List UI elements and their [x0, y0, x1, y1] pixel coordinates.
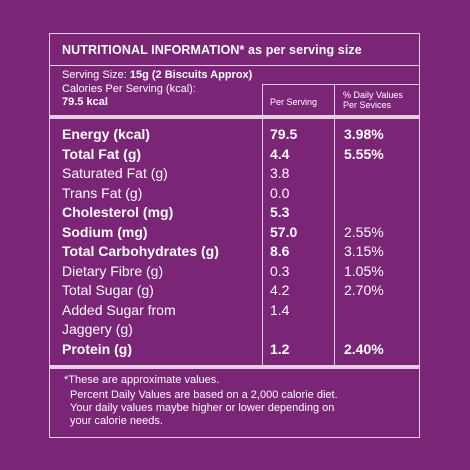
row-total-fat-dv: 5.55% [344, 146, 384, 162]
row-sugar-label: Total Sugar (g) [62, 282, 154, 298]
divider-header-mid [334, 84, 335, 117]
panel-title: NUTRITIONAL INFORMATION* as per serving … [62, 43, 362, 57]
row-protein-value: 1.2 [270, 341, 290, 357]
row-protein-label: Protein (g) [62, 341, 132, 357]
calories-value: 79.5 kcal [62, 96, 108, 108]
footnote-line4: your calorie needs. [70, 415, 163, 427]
row-trans-fat-label: Trans Fat (g) [62, 185, 143, 201]
divider-footer [49, 365, 420, 369]
row-carbs-label: Total Carbohydrates (g) [62, 243, 219, 259]
row-sodium-label: Sodium (mg) [62, 224, 148, 240]
footnote-line1: *These are approximate values. [64, 374, 220, 386]
row-saturated-fat-label: Saturated Fat (g) [62, 165, 168, 181]
row-cholesterol-label: Cholesterol (mg) [62, 204, 174, 220]
row-sugar-dv: 2.70% [344, 282, 384, 298]
footnote-line2: Percent Daily Values are based on a 2,00… [70, 389, 338, 401]
row-cholesterol-value: 5.3 [270, 204, 290, 220]
row-added-sugar-value: 1.4 [270, 302, 290, 318]
divider-col-mid [334, 119, 335, 366]
row-carbs-value: 8.6 [270, 243, 290, 259]
row-carbs-dv: 3.15% [344, 243, 384, 259]
row-total-fat-label: Total Fat (g) [62, 146, 142, 162]
row-trans-fat-value: 0.0 [270, 185, 290, 201]
row-sugar-value: 4.2 [270, 282, 290, 298]
header-dv-line2: Per Sevices [343, 100, 392, 110]
row-fibre-dv: 1.05% [344, 263, 384, 279]
row-added-sugar-label: Added Sugar from [62, 302, 176, 318]
serving-size-label: Serving Size: [62, 69, 130, 81]
footnote-line3: Your daily values maybe higher or lower … [70, 402, 335, 414]
row-added-sugar-label-line2: Jaggery (g) [62, 321, 133, 337]
serving-size-value: 15g (2 Biscuits Approx) [129, 69, 253, 81]
row-energy-dv: 3.98% [344, 126, 384, 142]
row-energy-label: Energy (kcal) [62, 126, 150, 142]
header-dv-line1: % Daily Values [343, 90, 403, 100]
row-energy-value: 79.5 [270, 126, 298, 142]
divider-col-left [262, 119, 263, 366]
row-saturated-fat-value: 3.8 [270, 165, 290, 181]
nutrition-panel [49, 33, 420, 438]
header-per-serving: Per Serving [270, 97, 318, 107]
divider-header-left [262, 84, 263, 117]
serving-size: Serving Size: 15g (2 Biscuits Approx) [62, 69, 252, 81]
row-fibre-label: Dietary Fibre (g) [62, 263, 164, 279]
row-total-fat-value: 4.4 [270, 146, 290, 162]
divider-thick [49, 115, 420, 119]
row-protein-dv: 2.40% [344, 341, 384, 357]
calories-label: Calories Per Serving (kcal): [62, 83, 196, 95]
divider-header-top [262, 84, 420, 85]
row-sodium-value: 57.0 [270, 224, 298, 240]
row-fibre-value: 0.3 [270, 263, 290, 279]
divider-title [49, 65, 420, 66]
row-sodium-dv: 2.55% [344, 224, 384, 240]
